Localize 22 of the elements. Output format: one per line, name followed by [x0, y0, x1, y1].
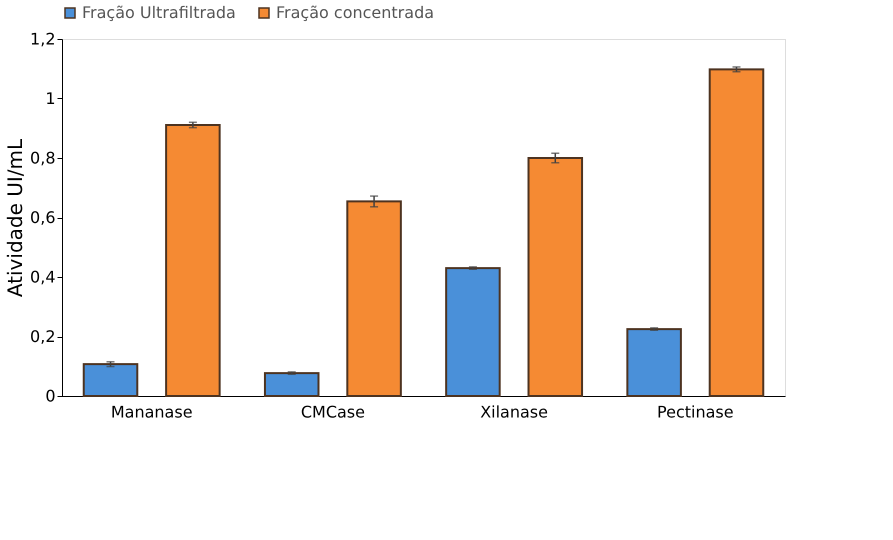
bar — [346, 200, 402, 397]
x-tick-label: Pectinase — [657, 402, 734, 422]
y-tick-label: 0 — [45, 386, 56, 406]
x-tick-label: Mananase — [110, 402, 193, 422]
legend-label: Fração concentrada — [276, 3, 434, 22]
y-tick-label: 0,8 — [30, 148, 56, 168]
y-tick-label: 1,2 — [30, 30, 56, 48]
bar — [528, 157, 584, 397]
bar — [708, 68, 764, 397]
x-tick-label: CMCase — [300, 402, 365, 422]
bar — [264, 372, 320, 397]
bar — [445, 267, 501, 397]
y-axis-title: Atividade UI/mL — [3, 138, 28, 298]
x-tick-label: Xilanase — [480, 402, 548, 422]
y-tick-label: 0,4 — [30, 268, 56, 286]
bar — [165, 124, 221, 397]
y-tick-label: 0,2 — [30, 327, 56, 346]
legend-label: Fração Ultrafiltrada — [82, 3, 236, 22]
bar — [626, 328, 682, 397]
y-tick-label: 0,6 — [30, 208, 56, 227]
y-tick-label: 1 — [45, 89, 56, 108]
bar — [82, 363, 138, 397]
